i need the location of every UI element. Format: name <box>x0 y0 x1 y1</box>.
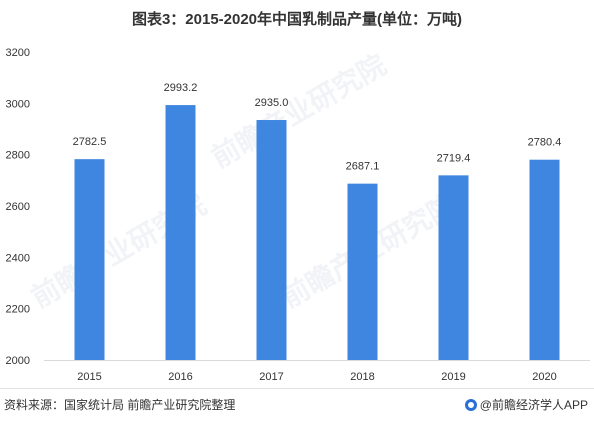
bar <box>74 159 105 360</box>
x-tick-label: 2018 <box>350 371 374 383</box>
brand-text: @前瞻经济学人APP <box>479 398 588 412</box>
source-note: 资料来源：国家统计局 前瞻产业研究院整理 <box>4 398 236 412</box>
bar <box>529 159 560 360</box>
bar <box>256 120 287 361</box>
chart-title: 图表3：2015-2020年中国乳制品产量(单位：万吨) <box>131 11 463 28</box>
data-label: 2993.2 <box>164 82 198 94</box>
footer-divider <box>0 388 594 389</box>
bar <box>438 175 469 360</box>
y-tick-label: 3200 <box>6 47 30 59</box>
x-tick-label: 2015 <box>77 371 101 383</box>
data-label: 2687.1 <box>346 161 380 173</box>
y-tick-label: 2600 <box>6 201 30 213</box>
bar-chart: 2000 2200 2400 2600 2800 3000 3200 2782.5 2015 29… <box>6 47 590 383</box>
brand-credit: @前瞻经济学人APP <box>464 396 588 413</box>
x-tick-label: 2016 <box>168 371 192 383</box>
y-tick-label: 2400 <box>6 252 30 264</box>
x-tick-label: 2017 <box>259 371 283 383</box>
y-tick-label: 2000 <box>6 355 30 367</box>
data-label: 2780.4 <box>528 137 562 149</box>
y-tick-label: 2200 <box>6 304 30 316</box>
data-label: 2782.5 <box>73 136 107 148</box>
y-tick-label: 3000 <box>6 98 30 110</box>
bar <box>165 105 196 360</box>
bar <box>347 183 378 360</box>
data-label: 2719.4 <box>437 152 471 164</box>
data-label: 2935.0 <box>255 97 289 109</box>
brand-logo-icon <box>464 398 477 411</box>
x-tick-label: 2019 <box>441 371 465 383</box>
x-tick-label: 2020 <box>532 371 556 383</box>
y-tick-label: 2800 <box>6 150 30 162</box>
